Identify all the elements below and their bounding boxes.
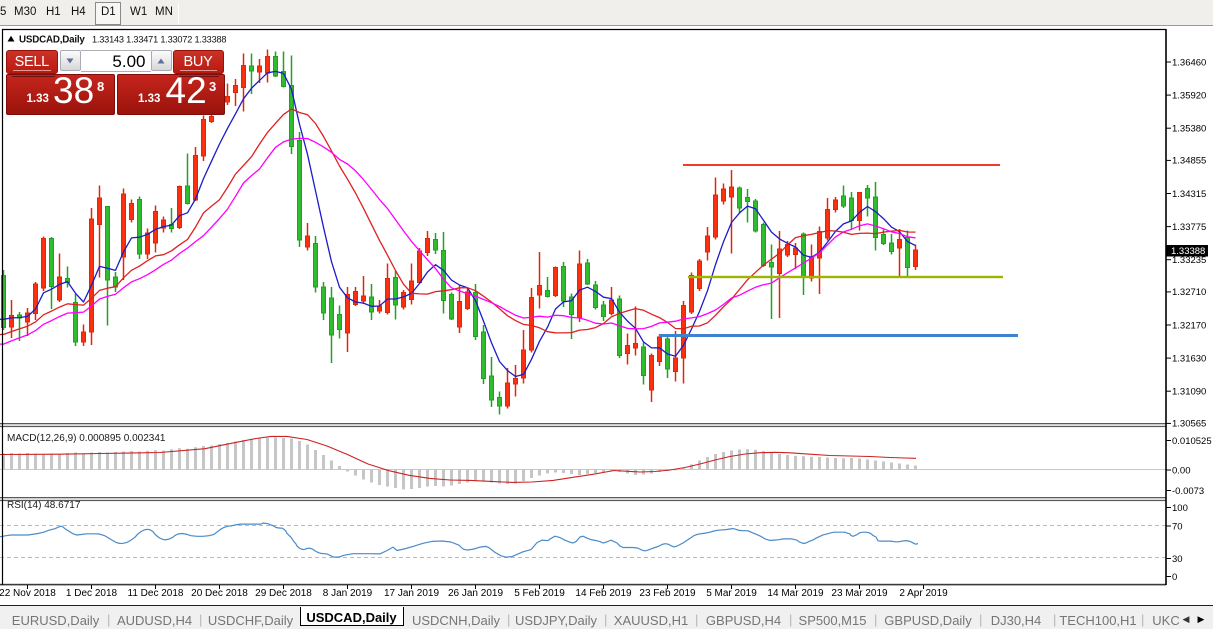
svg-text:1.33235: 1.33235 [1172,255,1206,266]
svg-text:70: 70 [1172,521,1183,532]
svg-text:0: 0 [1172,572,1177,583]
svg-text:14 Mar 2019: 14 Mar 2019 [767,588,824,599]
svg-text:11 Dec 2018: 11 Dec 2018 [128,588,184,599]
svg-text:1.36460: 1.36460 [1172,57,1206,68]
svg-text:0.00: 0.00 [1172,465,1191,476]
svg-text:17 Jan 2019: 17 Jan 2019 [384,588,439,599]
svg-text:23 Mar 2019: 23 Mar 2019 [831,588,888,599]
svg-text:-0.0073: -0.0073 [1172,486,1204,497]
svg-text:2 Apr 2019: 2 Apr 2019 [899,588,948,599]
svg-text:100: 100 [1172,503,1188,514]
svg-text:1.31630: 1.31630 [1172,353,1206,364]
svg-text:MACD(12,26,9) 0.000895 0.00234: MACD(12,26,9) 0.000895 0.002341 [7,433,166,444]
svg-text:1.33388: 1.33388 [1171,246,1205,257]
svg-text:1.35920: 1.35920 [1172,90,1206,101]
svg-text:26 Jan 2019: 26 Jan 2019 [448,588,503,599]
svg-text:1.34855: 1.34855 [1172,156,1206,167]
svg-text:23 Feb 2019: 23 Feb 2019 [639,588,696,599]
svg-text:8 Jan 2019: 8 Jan 2019 [323,588,373,599]
svg-text:1.35380: 1.35380 [1172,124,1206,135]
svg-text:5 Feb 2019: 5 Feb 2019 [514,588,565,599]
svg-text:1.32170: 1.32170 [1172,320,1206,331]
svg-text:1.34315: 1.34315 [1172,189,1206,200]
svg-text:1 Dec 2018: 1 Dec 2018 [66,588,118,599]
svg-text:20 Dec 2018: 20 Dec 2018 [191,588,248,599]
svg-text:USDCAD,Daily: USDCAD,Daily [19,35,85,46]
svg-text:5 Mar 2019: 5 Mar 2019 [706,588,757,599]
svg-text:RSI(14) 48.6717: RSI(14) 48.6717 [7,500,81,511]
svg-text:1.31090: 1.31090 [1172,387,1206,398]
svg-text:1.32710: 1.32710 [1172,287,1206,298]
svg-text:30: 30 [1172,554,1183,565]
svg-text:14 Feb 2019: 14 Feb 2019 [575,588,632,599]
svg-text:1.33143 1.33471 1.33072 1.3338: 1.33143 1.33471 1.33072 1.33388 [92,35,226,45]
svg-text:1.30565: 1.30565 [1172,419,1206,430]
svg-text:29 Dec 2018: 29 Dec 2018 [255,588,312,599]
svg-text:0.010525: 0.010525 [1172,436,1212,447]
svg-text:22 Nov 2018: 22 Nov 2018 [0,588,56,599]
svg-text:1.33775: 1.33775 [1172,222,1206,233]
